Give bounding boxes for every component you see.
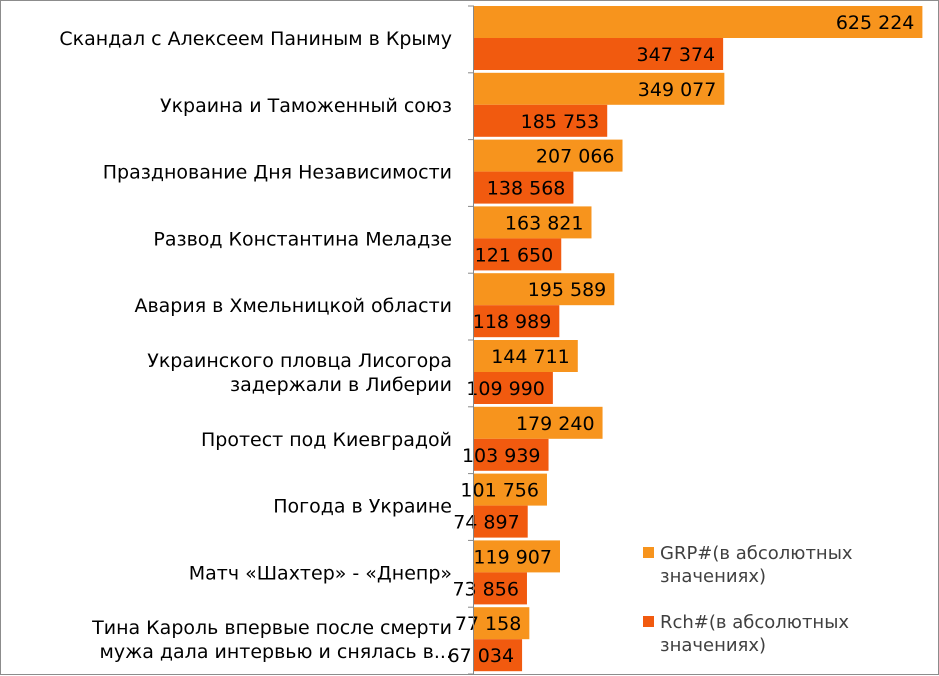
data-label: 118 989 <box>473 311 552 333</box>
bar-rch-8 <box>474 572 527 605</box>
bar-rch-9 <box>474 639 523 672</box>
category-label: Развод Константина Меладзе <box>153 228 452 250</box>
bar-grp-4 <box>474 273 615 306</box>
data-label: 74 897 <box>453 512 519 534</box>
legend-swatch-grp <box>643 547 654 558</box>
category-label: мужа дала интервью и снялась в... <box>100 641 452 663</box>
data-label: 195 589 <box>528 279 607 301</box>
bar-rch-4 <box>474 305 560 338</box>
bar-grp-3 <box>474 206 592 239</box>
data-label: 349 077 <box>638 79 717 101</box>
category-label: Украинского пловца Лисогора <box>147 350 452 372</box>
data-label: 77 158 <box>455 613 521 635</box>
legend-entry: значениях) <box>660 635 766 656</box>
legend-entry: значениях) <box>660 566 766 587</box>
category-axis <box>468 5 474 675</box>
category-label: задержали в Либерии <box>230 374 452 396</box>
category-label: Празднование Дня Независимости <box>103 162 452 184</box>
category-label: Тина Кароль впервые после смерти <box>91 617 452 639</box>
bar-rch-3 <box>474 238 562 271</box>
data-label: 163 821 <box>505 212 584 234</box>
legend-entry: GRP#(в абсолютных <box>660 543 853 564</box>
data-label: 101 756 <box>460 480 539 502</box>
category-label: Матч «Шахтер» - «Днепр» <box>189 562 452 584</box>
data-label: 347 374 <box>637 44 716 66</box>
category-label: Украина и Таможенный союз <box>160 95 452 117</box>
bar-rch-7 <box>474 505 528 538</box>
bar-grp-0 <box>474 6 923 38</box>
data-label: 121 650 <box>475 244 554 266</box>
bar-grp-9 <box>474 607 530 640</box>
legend-swatch-rch <box>643 616 654 627</box>
category-label: Протест под Киевградой <box>201 429 452 451</box>
data-label: 185 753 <box>521 111 600 133</box>
bar-rch-6 <box>474 438 549 471</box>
bar-rch-0 <box>474 38 724 70</box>
data-label: 67 034 <box>448 645 514 667</box>
legend-entry: Rch#(в абсолютных <box>660 612 849 633</box>
bars-layer: 625 224 347 374 349 077 185 753 207 066 138 5… <box>448 6 923 672</box>
data-label: 179 240 <box>516 413 595 435</box>
bar-rch-2 <box>474 171 574 204</box>
bar-grp-5 <box>474 340 578 372</box>
bar-rch-5 <box>474 372 553 404</box>
data-label: 138 568 <box>487 178 566 200</box>
category-label: Авария в Хмельницкой области <box>134 295 452 317</box>
bar-grp-8 <box>474 540 560 573</box>
category-label: Погода в Украине <box>273 496 452 518</box>
bar-rch-1 <box>474 104 608 137</box>
bar-grp-7 <box>474 473 547 506</box>
data-label: 144 711 <box>491 346 570 368</box>
data-label: 73 856 <box>452 578 518 600</box>
data-label: 119 907 <box>473 546 552 568</box>
category-label: Скандал с Алексеем Паниным в Крыму <box>59 28 452 50</box>
data-label: 207 066 <box>536 146 615 168</box>
data-label: 109 990 <box>466 378 545 400</box>
data-label: 625 224 <box>836 12 915 34</box>
bar-grp-1 <box>474 72 725 105</box>
category-labels: Скандал с Алексеем Паниным в Крыму Украин… <box>59 28 452 663</box>
data-label: 103 939 <box>462 445 541 467</box>
bar-grp-2 <box>474 139 623 172</box>
bar-grp-6 <box>474 406 603 439</box>
